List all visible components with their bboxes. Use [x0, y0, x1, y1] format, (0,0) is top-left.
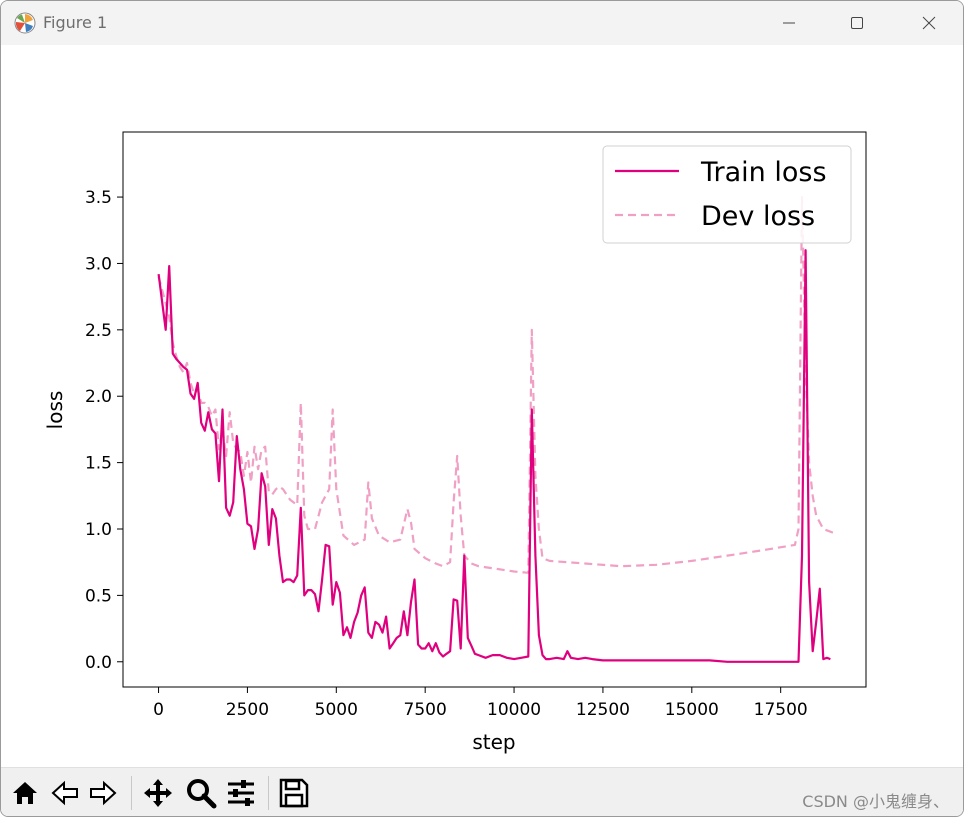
x-axis-label: step: [472, 730, 515, 754]
minimize-button[interactable]: [765, 1, 813, 45]
save-button[interactable]: [276, 776, 312, 810]
y-tick-label: 3.5: [85, 188, 112, 208]
navigation-toolbar: CSDN @小鬼缠身、: [1, 767, 963, 816]
zoom-icon: [187, 779, 217, 809]
matplotlib-icon: [14, 12, 36, 34]
train-loss-line: [157, 249, 831, 663]
y-tick-label: 2.5: [85, 321, 112, 341]
configure-subplots-button[interactable]: [223, 776, 259, 810]
watermark-text: CSDN @小鬼缠身、: [802, 792, 949, 811]
home-button[interactable]: [7, 776, 43, 810]
close-icon: [922, 16, 936, 30]
maximize-button[interactable]: [833, 1, 881, 45]
minimize-icon: [783, 22, 795, 24]
x-tick-label: 17500: [754, 700, 808, 720]
x-tick-label: 10000: [487, 700, 541, 720]
forward-icon: [90, 780, 117, 806]
home-icon: [13, 782, 37, 804]
pan-icon: [144, 779, 172, 807]
forward-button[interactable]: [85, 776, 121, 810]
legend-dev-label: Dev loss: [701, 201, 815, 232]
y-tick-label: 2.0: [85, 387, 112, 407]
back-button[interactable]: [47, 776, 83, 810]
back-icon: [51, 780, 78, 806]
x-tick-label: 5000: [315, 700, 358, 720]
x-tick-label: 12500: [576, 700, 630, 720]
maximize-icon: [851, 17, 863, 29]
x-tick-label: 2500: [226, 700, 269, 720]
y-tick-label: 0.5: [85, 586, 112, 606]
save-icon: [279, 778, 309, 808]
close-button[interactable]: [905, 1, 953, 45]
zoom-button[interactable]: [183, 776, 219, 810]
toolbar-separator: [131, 776, 132, 810]
y-tick-label: 1.5: [85, 454, 112, 474]
x-tick-label: 0: [153, 700, 164, 720]
y-tick-label: 3.0: [85, 254, 112, 274]
toolbar-separator: [268, 776, 269, 810]
dev-loss-line: [157, 196, 835, 574]
title-bar: Figure 1: [1, 1, 963, 45]
y-tick-label: 0.0: [85, 653, 112, 673]
configure-subplots-icon: [228, 780, 254, 806]
figure-canvas[interactable]: 0 2500 5000 7500 10000 12500 15000 17500 0.0 0.5…: [1, 45, 963, 767]
y-axis-label: loss: [43, 391, 67, 430]
x-tick-label: 15000: [665, 700, 719, 720]
pan-button[interactable]: [140, 776, 176, 810]
y-tick-label: 1.0: [85, 520, 112, 540]
legend-train-label: Train loss: [700, 157, 827, 188]
loss-chart: 0 2500 5000 7500 10000 12500 15000 17500 0.0 0.5…: [43, 131, 867, 754]
legend: Train loss Dev loss: [602, 145, 852, 244]
window-title: Figure 1: [43, 13, 108, 32]
x-tick-label: 7500: [404, 700, 447, 720]
plot-area-frame: [122, 131, 867, 688]
